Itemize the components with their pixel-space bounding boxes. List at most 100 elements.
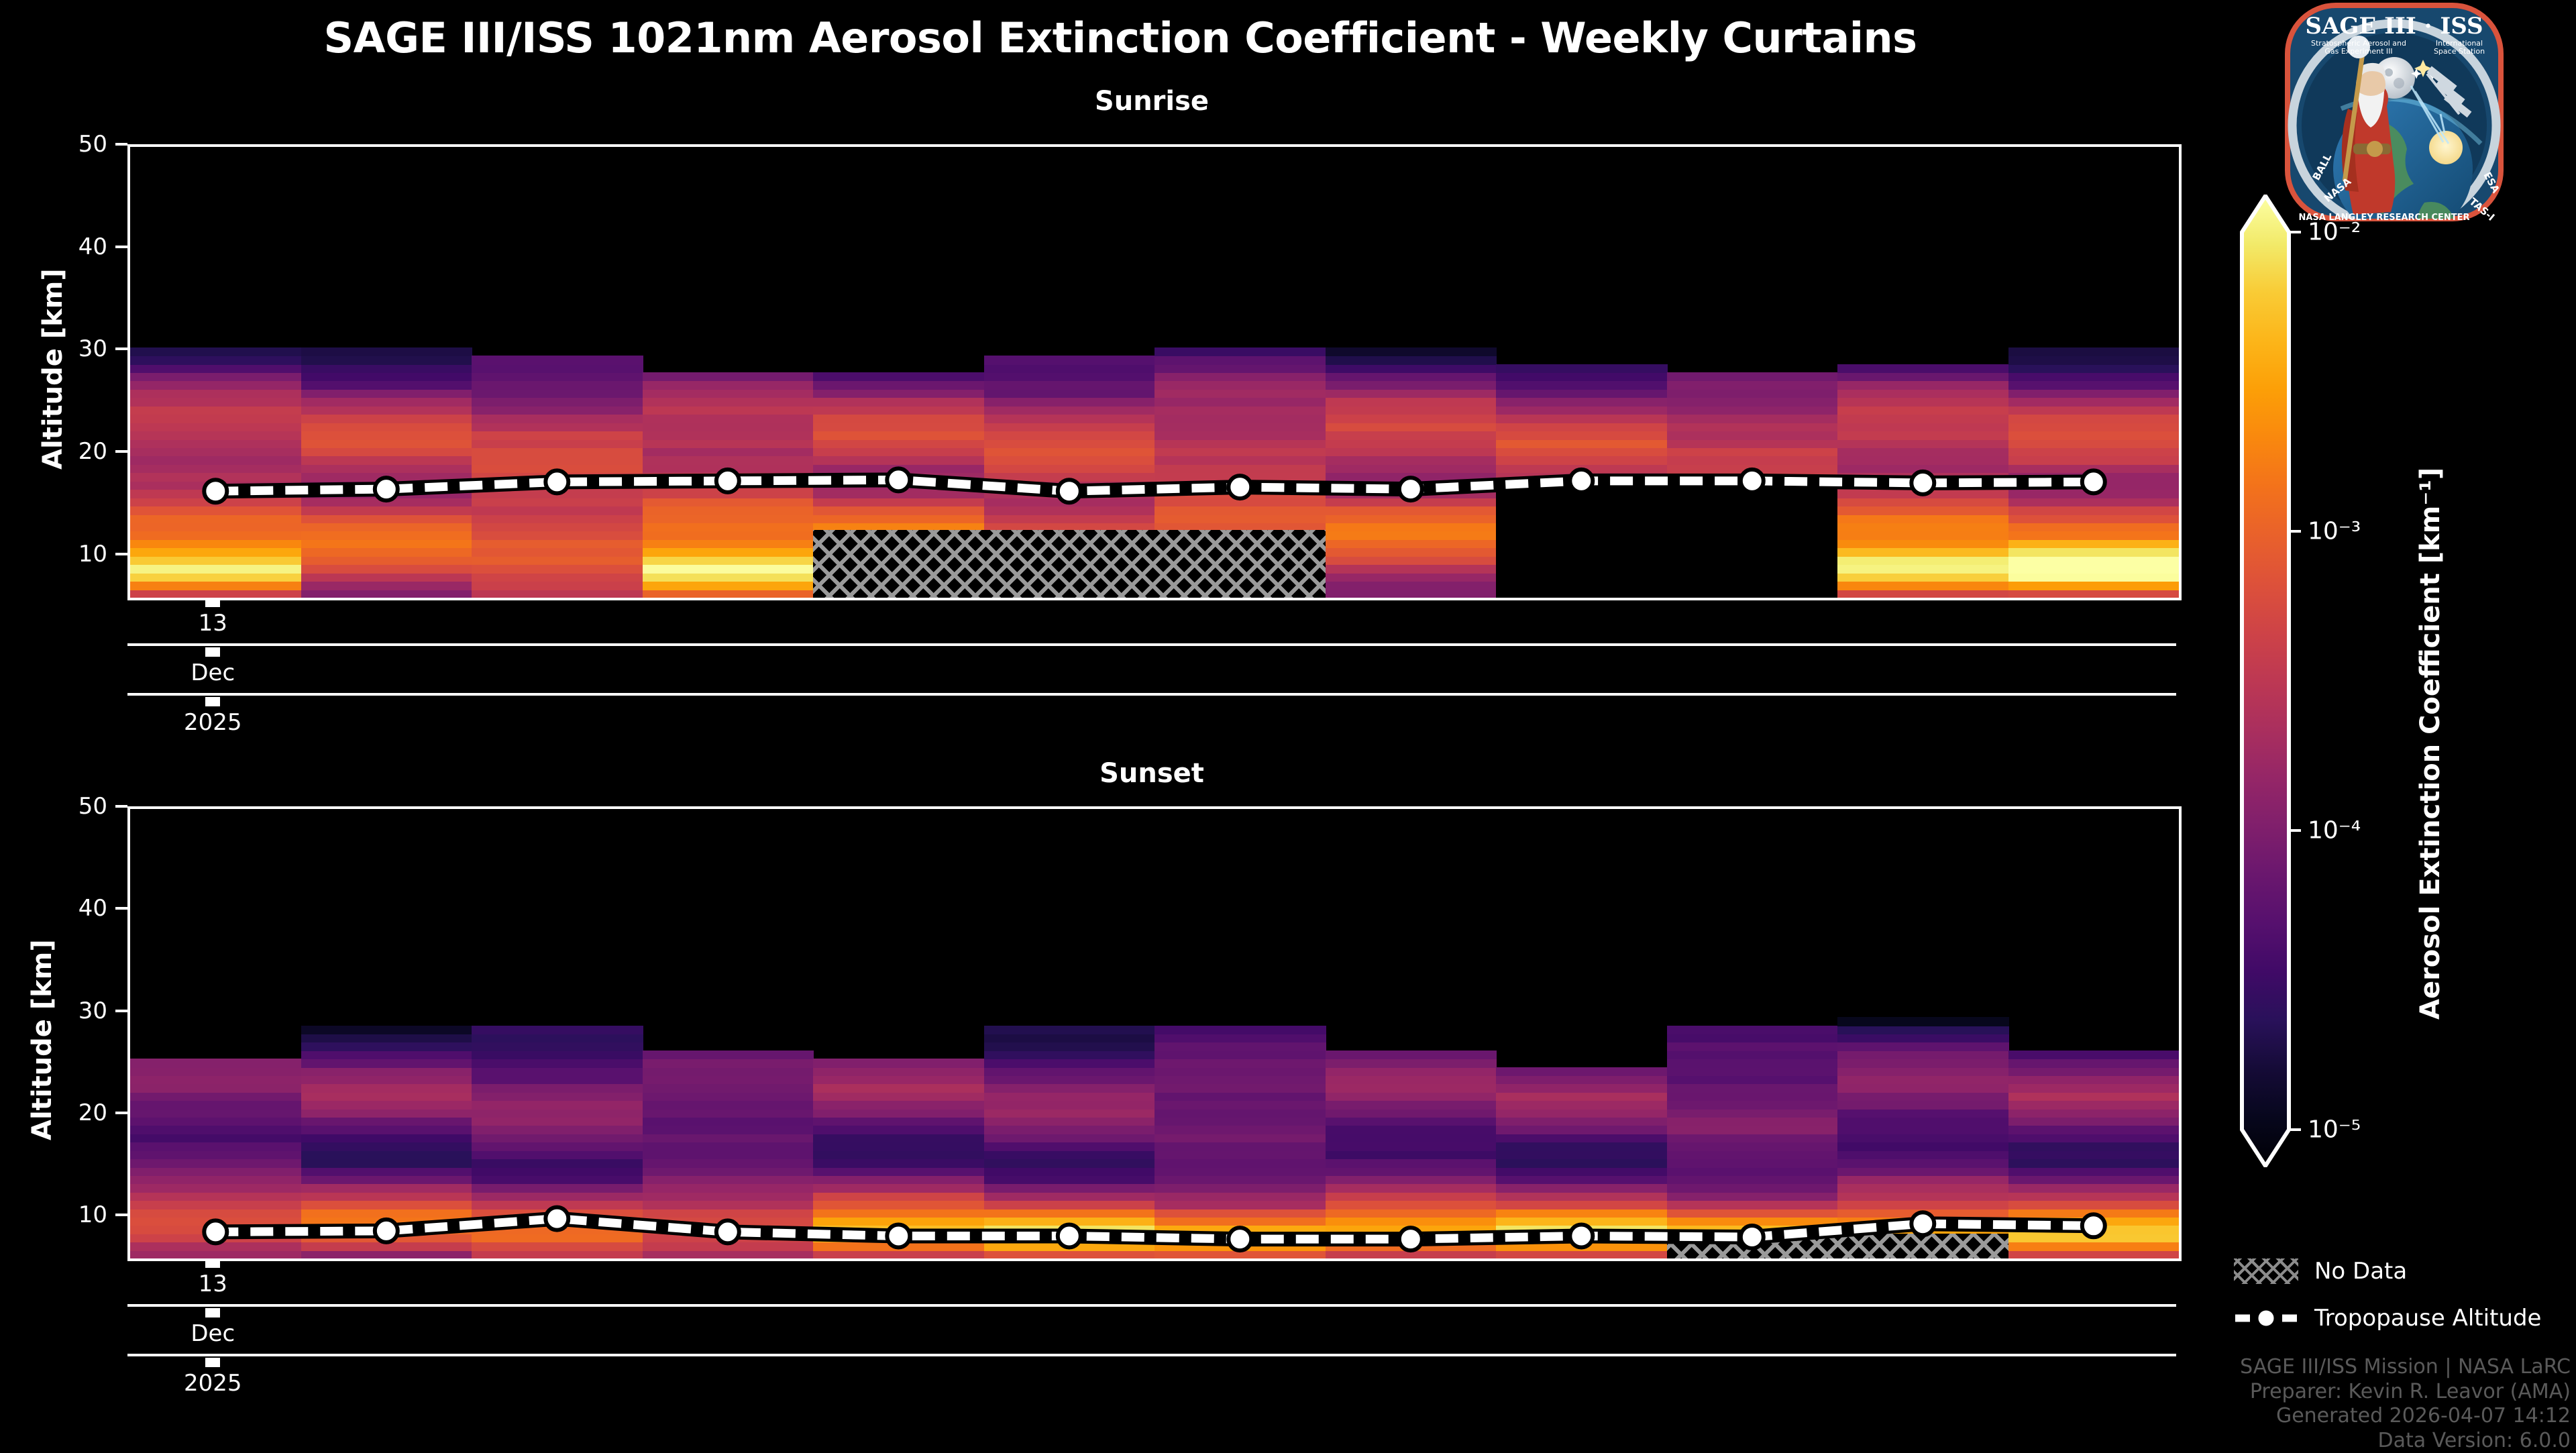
tropopause-marker[interactable] <box>1055 478 1083 505</box>
tropopause-marker[interactable] <box>1909 469 1937 496</box>
heatmap-cell <box>301 1183 472 1193</box>
heatmap-cell <box>1325 1216 1497 1226</box>
heatmap-cell <box>472 589 643 598</box>
heatmap-cell <box>983 1050 1155 1060</box>
heatmap-cell <box>642 1059 814 1068</box>
heatmap-cell <box>301 397 472 407</box>
no-data-region <box>813 530 1326 598</box>
colorbar-tick-mark <box>2289 1128 2301 1131</box>
heatmap-cell <box>2008 1083 2179 1093</box>
week-column <box>472 809 643 1258</box>
x-tick-mark <box>205 1358 221 1367</box>
heatmap-cell <box>130 555 302 566</box>
tropopause-marker[interactable] <box>2080 1212 2107 1240</box>
heatmap-cell <box>1325 531 1497 540</box>
heatmap-cell <box>1155 1083 1326 1093</box>
heatmap-cell <box>472 1091 643 1101</box>
heatmap-cell <box>301 1175 472 1185</box>
heatmap-cell <box>813 372 985 382</box>
heatmap-cell <box>130 1150 302 1160</box>
heatmap-cell <box>472 555 643 566</box>
y-tick-label: 20 <box>78 438 107 466</box>
heatmap-cell <box>472 356 643 365</box>
heatmap-cell <box>813 1150 985 1160</box>
y-tick-label: 30 <box>78 997 107 1024</box>
plot-area-sunrise[interactable] <box>127 144 2182 600</box>
heatmap-cell <box>472 1125 643 1134</box>
heatmap-cell <box>983 1167 1155 1176</box>
tropopause-marker[interactable] <box>1909 1210 1937 1238</box>
heatmap-cell <box>1666 1108 1838 1118</box>
heatmap-cell <box>1325 405 1497 415</box>
tropopause-marker[interactable] <box>543 1205 571 1232</box>
tropopause-marker[interactable] <box>1226 474 1254 501</box>
heatmap-cell <box>301 388 472 398</box>
heatmap-cell <box>1155 1191 1326 1201</box>
footer-line-version: Data Version: 6.0.0 <box>2377 1428 2571 1452</box>
tropopause-marker[interactable] <box>885 1222 912 1250</box>
heatmap-cell <box>1155 447 1326 457</box>
heatmap-cell <box>1325 1150 1497 1160</box>
heatmap-cell <box>301 1091 472 1101</box>
tropopause-marker[interactable] <box>202 478 229 505</box>
tropopause-marker[interactable] <box>714 1218 741 1246</box>
heatmap-cell <box>301 1117 472 1126</box>
tropopause-marker[interactable] <box>885 466 912 494</box>
heatmap-cell <box>130 1108 302 1118</box>
tropopause-marker[interactable] <box>1397 476 1424 503</box>
heatmap-cell <box>130 1250 302 1258</box>
colorbar[interactable] <box>2227 195 2308 1167</box>
tropopause-marker[interactable] <box>1055 1222 1083 1250</box>
heatmap-cell <box>1666 1183 1838 1193</box>
tropopause-marker[interactable] <box>1226 1226 1254 1253</box>
heatmap-cell <box>1666 1125 1838 1134</box>
tropopause-marker[interactable] <box>372 476 400 503</box>
tropopause-marker[interactable] <box>543 468 571 496</box>
tropopause-marker[interactable] <box>1738 1224 1766 1250</box>
tropopause-series-sunrise <box>202 466 2107 505</box>
heatmap-cell <box>130 1059 302 1068</box>
tropopause-marker[interactable] <box>1397 1226 1424 1253</box>
colorbar-tick-label: 10⁻³ <box>2308 517 2361 545</box>
x-tick-label-month: Dec <box>191 1320 235 1347</box>
heatmap-cell <box>2008 547 2179 557</box>
tropopause-marker[interactable] <box>1568 1222 1595 1250</box>
footer-line-generated: Generated 2026-04-07 14:12 <box>2275 1404 2571 1428</box>
heatmap-cell <box>983 364 1155 373</box>
heatmap-cell <box>813 1175 985 1185</box>
heatmap-cell <box>472 506 643 515</box>
heatmap-cell <box>642 581 814 590</box>
heatmap-cell <box>130 581 302 590</box>
heatmap-cell <box>2008 1117 2179 1126</box>
plot-area-sunset[interactable] <box>127 806 2182 1261</box>
heatmap-cell <box>1837 589 2009 598</box>
tropopause-marker[interactable] <box>2080 468 2107 496</box>
heatmap-cell <box>1155 1150 1326 1160</box>
heatmap-cell <box>1496 1159 1668 1168</box>
heatmap-cell <box>2008 414 2179 423</box>
tropopause-marker[interactable] <box>202 1218 229 1246</box>
legend-item-no-data[interactable]: No Data <box>2234 1258 2407 1285</box>
heatmap-cell <box>1837 547 2009 557</box>
heatmap-cell <box>1325 455 1497 465</box>
legend-item-tropopause[interactable]: Tropopause Altitude <box>2234 1305 2541 1332</box>
y-tick-mark <box>115 907 127 910</box>
heatmap-cell <box>301 572 472 582</box>
tropopause-marker[interactable] <box>1738 467 1766 494</box>
heatmap-cell <box>130 397 302 407</box>
y-tick-mark <box>115 1009 127 1012</box>
tropopause-marker[interactable] <box>1568 467 1595 494</box>
heatmap-cell <box>472 1025 643 1034</box>
heatmap-cell <box>2008 1250 2179 1258</box>
heatmap-cell <box>813 523 985 532</box>
heatmap-cell <box>301 1025 472 1034</box>
heatmap-cell <box>130 464 302 474</box>
heatmap-cell <box>301 1050 472 1060</box>
heatmap-cell <box>1666 1191 1838 1201</box>
tropopause-marker[interactable] <box>714 467 741 494</box>
tropopause-marker[interactable] <box>372 1217 400 1244</box>
heatmap-cell <box>1837 497 2009 507</box>
heatmap-cell <box>130 539 302 549</box>
heatmap-cell <box>1837 1100 2009 1110</box>
heatmap-cell <box>1666 1059 1838 1068</box>
